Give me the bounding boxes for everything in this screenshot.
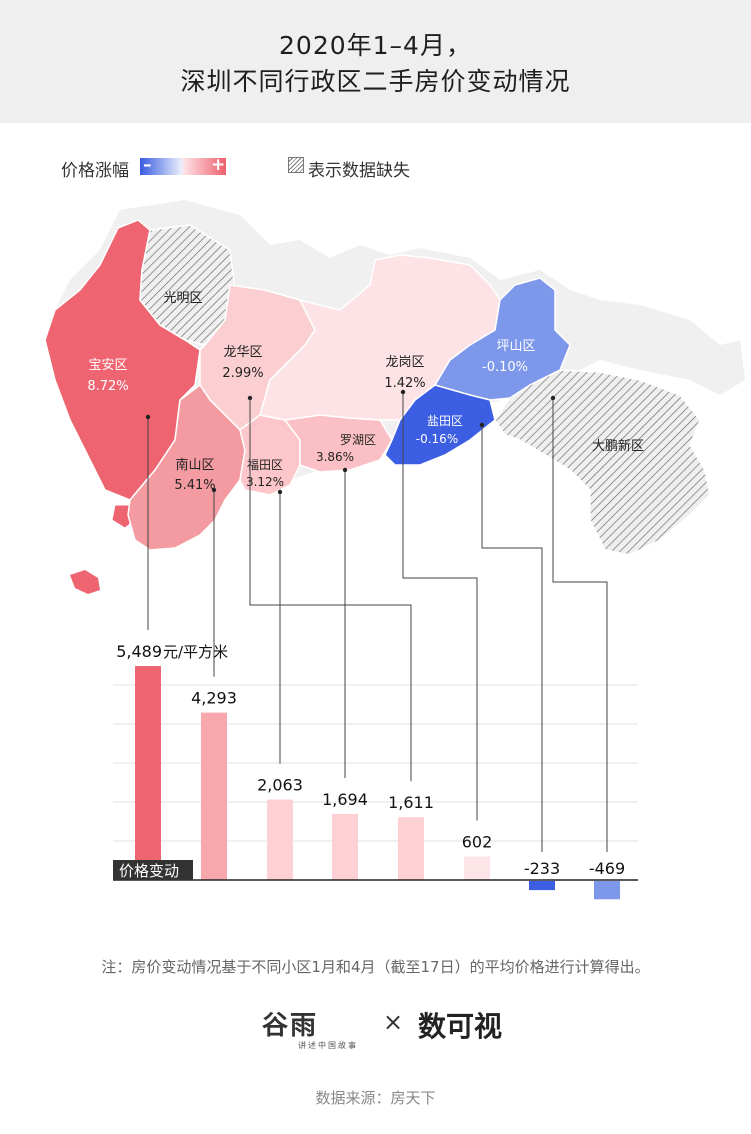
leader-dot: [211, 487, 217, 493]
leader-dot: [400, 389, 406, 395]
bar-4: [332, 813, 358, 880]
leader-line: [552, 398, 608, 852]
chart-leader-lines: [145, 389, 608, 852]
legend-price-change-label: 价格涨幅: [61, 161, 129, 181]
map-region-dapeng: [494, 369, 711, 556]
map-label-longhua: 龙华区: [223, 345, 262, 360]
map-region-nanshan: [127, 383, 246, 551]
map-label-dapeng: 大鹏新区: [592, 438, 644, 454]
map-label-guangming: 光明区: [163, 291, 202, 306]
chart-bars: [135, 666, 620, 900]
leader-dot: [247, 395, 253, 401]
legend-plus-sign: +: [211, 155, 226, 175]
bar-unit-label: 元/平方米: [163, 643, 228, 661]
bar-value-label: 2,063: [257, 776, 303, 795]
axis-label-background: [113, 860, 193, 880]
leader-line: [402, 392, 478, 821]
bar-2: [201, 712, 227, 880]
leader-dot: [342, 467, 348, 473]
brand-shukeshi: 数可视: [418, 1010, 503, 1043]
leader-dot: [479, 422, 485, 428]
bar-8: [594, 881, 620, 900]
map-label-longhua-change: 2.99%: [222, 366, 263, 381]
title-band: [0, 0, 751, 123]
bar-value-label: -233: [524, 859, 560, 878]
map-label-yantian-change: -0.16%: [416, 432, 458, 446]
map-label-futian: 福田区: [247, 457, 283, 472]
title-line-1: 2020年1–4月，: [279, 31, 472, 60]
map-label-baoan-change: 8.72%: [87, 379, 128, 394]
legend-missing-label: 表示数据缺失: [308, 161, 410, 181]
legend-gradient-bar: [140, 158, 226, 175]
map-label-longgang: 龙岗区: [385, 355, 424, 370]
bar-value-label: -469: [589, 859, 625, 878]
bar-value-label: 602: [462, 833, 493, 852]
bar-1: [135, 666, 161, 880]
chart-value-labels: 5,489 4,293 2,063 1,694 1,611 602 -233 -469 元/平方…: [116, 642, 625, 878]
map-label-nanshan: 南山区: [175, 457, 214, 473]
bar-6: [464, 856, 490, 880]
map-label-yantian: 盐田区: [427, 414, 463, 428]
map-label-futian-change: 3.12%: [246, 475, 284, 489]
bar-value-label: 4,293: [191, 689, 237, 708]
map-label-luohu: 罗湖区: [340, 432, 376, 447]
data-source: 数据来源：房天下: [315, 1089, 436, 1107]
legend-hatch-swatch: [288, 157, 304, 173]
legend-minus-sign: –: [143, 155, 152, 175]
map-label-baoan: 宝安区: [88, 358, 127, 373]
map-region-yantian: [384, 384, 496, 466]
leader-dot: [145, 414, 151, 420]
bar-value-label: 1,611: [388, 793, 434, 812]
leader-line: [481, 425, 543, 852]
map-label-pingshan-change: -0.10%: [482, 360, 528, 375]
brand-guyu-subtitle: 讲述中国故事: [298, 1041, 358, 1050]
title-line-2: 深圳不同行政区二手房价变动情况: [180, 67, 571, 96]
brand-times-sign: ×: [383, 1008, 404, 1036]
map-label-nanshan-change: 5.41%: [174, 478, 215, 493]
bar-value-label: 5,489: [116, 642, 162, 661]
map-label-pingshan: 坪山区: [496, 339, 535, 354]
bar-7: [529, 881, 555, 891]
map-island: [70, 570, 100, 594]
map-label-luohu-change: 3.86%: [316, 450, 354, 464]
bar-value-label: 1,694: [322, 790, 368, 809]
chart-axis-label: 价格变动: [119, 862, 179, 880]
leader-dot: [277, 489, 283, 495]
bar-5: [398, 817, 424, 880]
brand-guyu: 谷雨: [262, 1011, 319, 1041]
map-label-longgang-change: 1.42%: [384, 376, 425, 391]
leader-dot: [550, 395, 556, 401]
bar-3: [267, 799, 293, 880]
leader-line: [249, 398, 412, 782]
footnote: 注：房价变动情况基于不同小区1月和4月（截至17日）的平均价格进行计算得出。: [101, 958, 650, 976]
chart-gridlines: [113, 684, 638, 842]
